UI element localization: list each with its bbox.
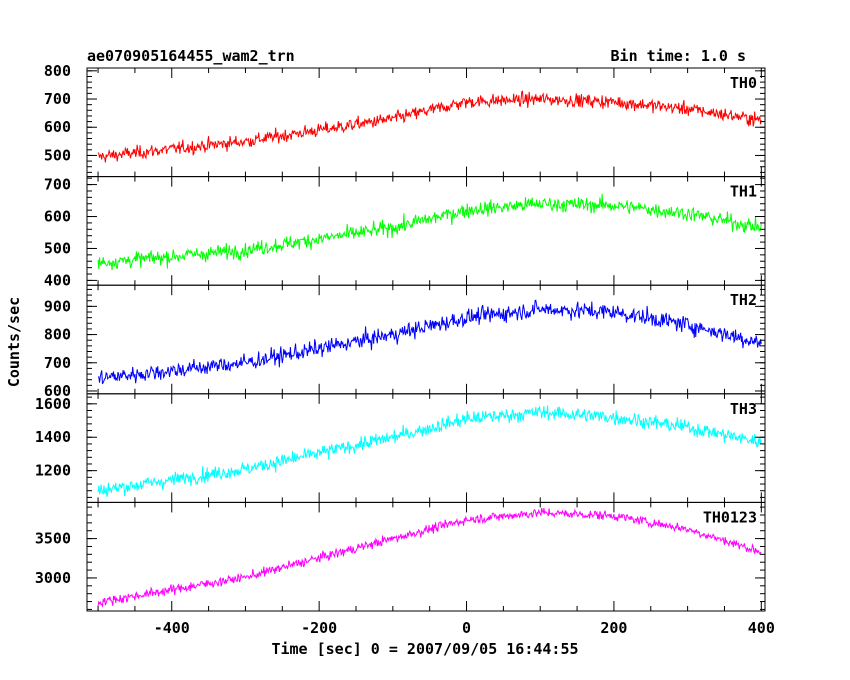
y-tick-label: 600 — [44, 382, 71, 400]
panel-th0: 500 600 700 800 TH0 — [44, 62, 766, 178]
panel-frame — [86, 393, 766, 503]
x-tick-label: 200 — [600, 619, 627, 637]
panel-label-th2: TH2 — [730, 291, 757, 309]
y-tick-label: 900 — [44, 297, 71, 315]
x-axis-label: Time [sec] 0 = 2007/09/05 16:44:55 — [271, 640, 578, 658]
panel-frame — [86, 176, 766, 286]
x-tick-label: -200 — [301, 619, 337, 637]
y-tick-label: 700 — [44, 176, 71, 194]
y-tick-label: 3000 — [35, 569, 71, 587]
panel-label-th1: TH1 — [730, 183, 757, 201]
y-tick-label: 600 — [44, 208, 71, 226]
y-tick-label: 1200 — [35, 462, 71, 480]
y-tick-label: 600 — [44, 118, 71, 136]
y-tick-label: 1400 — [35, 428, 71, 446]
panel-th1: 400 500 600 700 TH1 — [44, 176, 766, 289]
chart-title: ae070905164455_wam2_trn — [87, 47, 295, 65]
y-tick-label: 500 — [44, 146, 71, 164]
panel-frame — [86, 284, 766, 395]
series-th3-line — [97, 405, 762, 498]
series-th0-line — [97, 90, 762, 163]
panel-th3: 1200 1400 1600 TH3 — [35, 393, 766, 503]
y-axis-label: Counts/sec — [5, 297, 23, 387]
panel-frame — [86, 67, 766, 178]
y-tick-label: 700 — [44, 354, 71, 372]
y-tick-label: 400 — [44, 271, 71, 289]
series-th1-line — [97, 193, 762, 271]
y-tick-label: 3500 — [35, 530, 71, 548]
x-tick-label: 400 — [748, 619, 775, 637]
y-tick-label: 800 — [44, 62, 71, 80]
panel-th0123: 3000 3500 TH0123 — [35, 501, 766, 612]
series-th0123-line — [97, 507, 762, 608]
x-tick-label: 0 — [462, 619, 471, 637]
x-axis: -400 -200 0 200 400 — [154, 619, 775, 637]
bin-time-label: Bin time: 1.0 s — [611, 47, 746, 65]
panels-group: 500 600 700 800 TH0 400 500 600 700 TH1 600 700 800 9… — [35, 62, 766, 612]
y-tick-label: 800 — [44, 326, 71, 344]
series-th2-line — [97, 299, 762, 385]
panel-label-th3: TH3 — [730, 400, 757, 418]
panel-frame — [86, 501, 766, 612]
panel-th2: 600 700 800 900 TH2 — [44, 284, 766, 400]
y-tick-label: 700 — [44, 90, 71, 108]
y-tick-label: 500 — [44, 239, 71, 257]
x-tick-label: -400 — [154, 619, 190, 637]
y-tick-label: 1600 — [35, 395, 71, 413]
panel-label-th0123: TH0123 — [703, 508, 757, 526]
panel-label-th0: TH0 — [730, 74, 757, 92]
